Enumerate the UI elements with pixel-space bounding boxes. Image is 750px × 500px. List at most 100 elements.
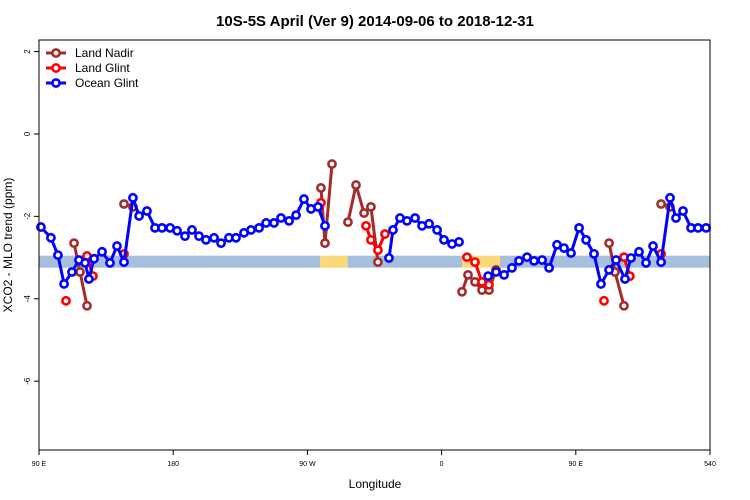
data-point (261, 218, 271, 228)
data-point (604, 265, 614, 275)
data-point (596, 279, 606, 289)
data-point (388, 225, 398, 235)
data-point (366, 201, 376, 212)
legend-marker (51, 78, 61, 88)
data-point (671, 213, 681, 223)
data-point (373, 257, 383, 268)
data-point (134, 211, 144, 221)
data-point (194, 231, 204, 242)
data-point (254, 222, 264, 233)
data-point (316, 183, 326, 193)
data-point (604, 238, 614, 249)
plot-frame (38, 39, 711, 451)
data-point (373, 245, 383, 256)
data-point (67, 267, 77, 277)
x-tick-label: 90 W (299, 461, 316, 468)
data-point (313, 201, 323, 212)
data-point (172, 225, 182, 236)
data-point (529, 255, 539, 266)
data-point (97, 246, 107, 257)
data-point (619, 300, 629, 311)
data-point (157, 222, 167, 233)
data-point (641, 258, 651, 268)
data-point (611, 255, 621, 265)
legend-label: Land Glint (75, 61, 130, 75)
data-point (359, 208, 369, 218)
data-point (522, 252, 532, 263)
y-tick-label: 0 (23, 131, 32, 136)
data-point (648, 241, 658, 251)
data-point (327, 159, 337, 169)
data-point (36, 222, 46, 232)
data-point (269, 218, 279, 228)
data-point (457, 286, 467, 297)
data-point (366, 234, 376, 245)
data-point (626, 253, 636, 263)
data-point (89, 253, 99, 264)
data-point (665, 192, 675, 203)
data-point (678, 206, 688, 216)
data-point (656, 199, 666, 209)
data-point (142, 206, 152, 216)
data-point (299, 194, 309, 204)
x-tick-label: 180 (167, 461, 179, 468)
data-point (276, 213, 286, 223)
x-tick-label: 90 E (32, 461, 47, 468)
data-point (231, 232, 241, 243)
data-point (589, 248, 599, 259)
data-point (566, 248, 576, 258)
x-tick-label: 0 (440, 461, 444, 468)
legend-label: Ocean Glint (75, 76, 139, 90)
y-tick-label: 2 (23, 49, 32, 54)
data-point (112, 241, 122, 251)
data-point (483, 271, 494, 282)
data-point (61, 295, 71, 306)
data-point (454, 237, 464, 247)
data-point (284, 215, 294, 226)
x-tick-label: 540 (704, 461, 716, 468)
data-point (432, 225, 443, 235)
data-point (128, 192, 138, 203)
surface-band (347, 255, 463, 268)
data-point (402, 215, 412, 226)
data-point (46, 232, 56, 243)
data-point (656, 257, 666, 268)
data-point (701, 222, 712, 233)
data-point (53, 250, 63, 260)
x-axis-label: Longitude (349, 477, 402, 491)
data-point (82, 300, 92, 311)
chart-title: 10S-5S April (Ver 9) 2014-09-06 to 2018-… (216, 13, 534, 30)
data-point (581, 234, 591, 245)
data-point (507, 262, 517, 273)
data-point (246, 225, 256, 235)
data-point (491, 267, 501, 277)
data-point (320, 238, 330, 249)
surface-band (320, 255, 348, 268)
data-point (75, 267, 85, 277)
data-point (187, 225, 197, 235)
data-point (470, 257, 480, 268)
data-point (80, 258, 90, 268)
data-point (105, 258, 115, 268)
data-point (620, 274, 630, 284)
legend-marker (51, 63, 61, 73)
data-point (361, 220, 371, 231)
data-point (180, 231, 190, 242)
data-point (343, 217, 353, 228)
y-axis-label: XCO2 - MLO trend (ppm) (1, 178, 15, 313)
legend-label: Land Nadir (75, 46, 134, 60)
data-point (59, 279, 69, 289)
y-tick-label: -4 (23, 295, 32, 303)
legend-marker (51, 48, 61, 58)
data-point (499, 269, 509, 280)
data-point (537, 255, 548, 265)
data-point (544, 262, 555, 273)
data-point (424, 218, 434, 229)
data-point (462, 252, 472, 263)
data-point (514, 255, 524, 266)
y-tick-label: -6 (23, 377, 32, 385)
data-point (484, 279, 494, 290)
data-point (84, 274, 94, 284)
x-tick-label: 90 E (569, 461, 584, 468)
